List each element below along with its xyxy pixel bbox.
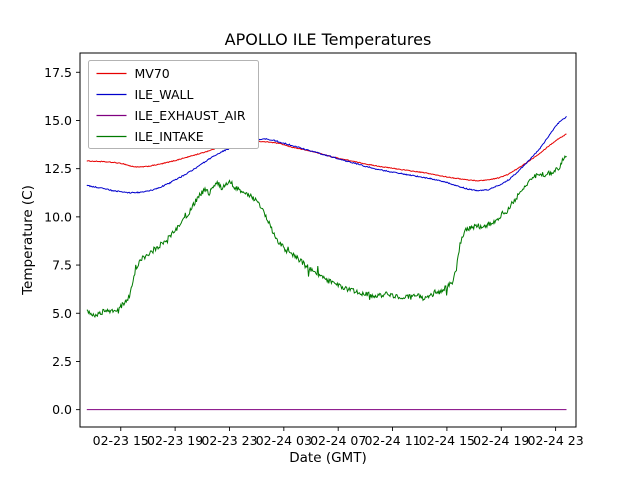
y-tick-label: 7.5 [52, 258, 72, 273]
legend-label-mv70: MV70 [135, 66, 170, 81]
y-tick-label: 15.0 [44, 113, 72, 128]
y-tick-label: 5.0 [52, 306, 72, 321]
axes-frame [79, 52, 577, 428]
legend-label-ile_intake: ILE_INTAKE [135, 129, 204, 144]
legend: MV70 ILE_WALL ILE_EXHAUST_AIR ILE_INTAKE [88, 60, 259, 149]
x-tick-label: 02-24 07 [310, 433, 366, 448]
y-tick-label: 17.5 [44, 65, 72, 80]
x-tick-label: 02-24 03 [256, 433, 312, 448]
x-tick-label: 02-24 11 [364, 433, 420, 448]
y-tick-label: 12.5 [44, 161, 72, 176]
x-tick-label: 02-23 23 [201, 433, 257, 448]
x-tick-label: 02-24 19 [473, 433, 529, 448]
x-tick-label: 02-24 15 [419, 433, 475, 448]
y-tick-label: 0.0 [52, 402, 72, 417]
legend-label-ile_wall: ILE_WALL [135, 87, 194, 102]
x-tick-label: 02-23 15 [93, 433, 149, 448]
x-tick-label: 02-23 19 [147, 433, 203, 448]
x-tick-label: 02-24 23 [528, 433, 584, 448]
x-axis-label: Date (GMT) [289, 450, 367, 466]
series-line-ile_wall [86, 115, 567, 194]
legend-label-ile_exhaust_air: ILE_EXHAUST_AIR [135, 108, 246, 123]
y-tick-label: 2.5 [52, 354, 72, 369]
legend-box [88, 60, 259, 149]
y-tick-label: 10.0 [44, 209, 72, 224]
chart-title: APOLLO ILE Temperatures [224, 30, 432, 49]
series-line-ile_intake [86, 155, 567, 318]
